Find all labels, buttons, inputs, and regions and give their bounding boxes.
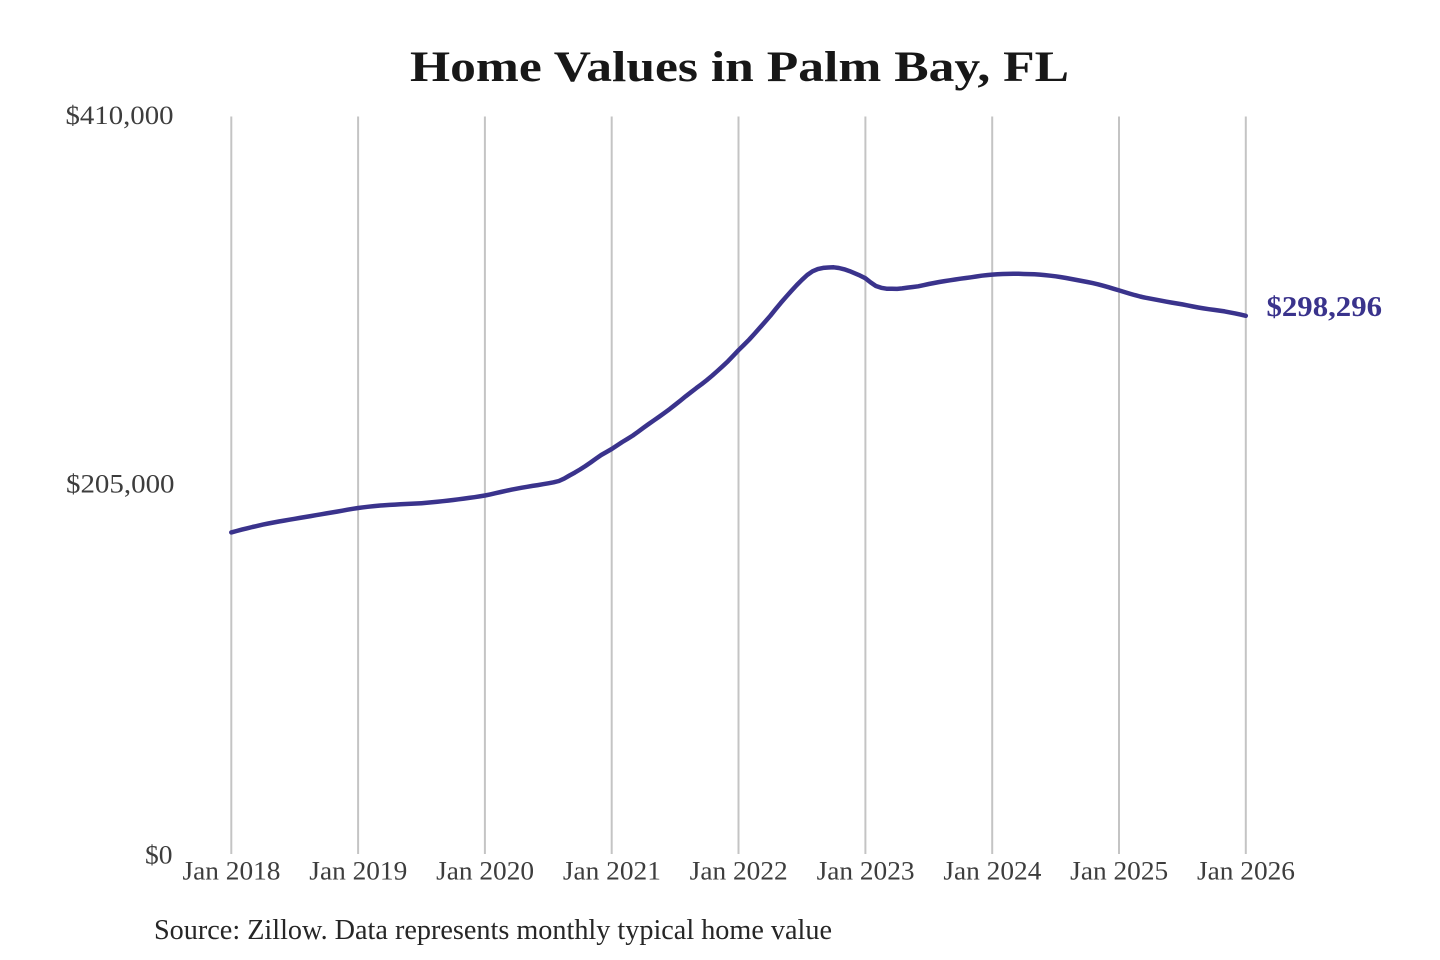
svg-text:Source: Zillow. Data represent: Source: Zillow. Data represents monthly … [154,915,832,946]
svg-text:$0: $0 [145,841,173,870]
svg-text:$205,000: $205,000 [66,470,175,499]
svg-text:Jan 2022: Jan 2022 [690,857,788,886]
svg-text:Jan 2023: Jan 2023 [817,857,915,886]
svg-text:Jan 2024: Jan 2024 [943,857,1041,886]
svg-text:Jan 2018: Jan 2018 [183,857,281,886]
svg-text:Jan 2021: Jan 2021 [563,857,661,886]
svg-text:Home Values in Palm Bay, FL: Home Values in Palm Bay, FL [410,44,1069,91]
svg-text:Jan 2020: Jan 2020 [436,857,534,886]
svg-text:Jan 2025: Jan 2025 [1070,857,1168,886]
svg-text:$410,000: $410,000 [66,101,174,130]
svg-text:$298,296: $298,296 [1267,291,1383,323]
svg-text:Jan 2019: Jan 2019 [309,857,407,886]
svg-text:Jan 2026: Jan 2026 [1197,857,1295,886]
